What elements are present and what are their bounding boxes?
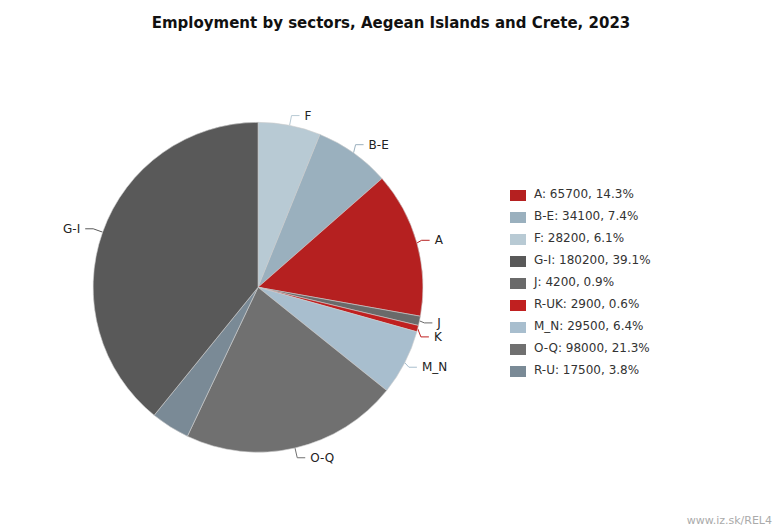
svg-text:O-Q: O-Q (310, 451, 334, 465)
svg-text:J: J (436, 316, 441, 330)
svg-text:F: F (305, 109, 312, 123)
svg-text:A: A (435, 233, 444, 247)
svg-text:www.iz.sk/REL4: www.iz.sk/REL4 (687, 514, 772, 527)
svg-text:G-I: G-I (63, 222, 80, 236)
svg-text:G-I: 180200, 39.1%: G-I: 180200, 39.1% (534, 253, 651, 267)
svg-text:B-E: 34100, 7.4%: B-E: 34100, 7.4% (534, 209, 638, 223)
svg-text:A: 65700, 14.3%: A: 65700, 14.3% (534, 187, 634, 201)
svg-text:M_N: M_N (422, 360, 447, 374)
svg-text:M_N: 29500, 6.4%: M_N: 29500, 6.4% (534, 319, 643, 333)
svg-text:R-U: 17500, 3.8%: R-U: 17500, 3.8% (534, 363, 639, 377)
svg-text:Employment by sectors, Aegean: Employment by sectors, Aegean Islands an… (152, 14, 631, 32)
svg-text:K: K (434, 330, 443, 344)
svg-text:B-E: B-E (369, 138, 389, 152)
svg-text:J: 4200, 0.9%: J: 4200, 0.9% (533, 275, 614, 289)
svg-text:R-UK: 2900, 0.6%: R-UK: 2900, 0.6% (534, 297, 639, 311)
svg-text:F: 28200, 6.1%: F: 28200, 6.1% (534, 231, 624, 245)
svg-text:O-Q: 98000, 21.3%: O-Q: 98000, 21.3% (534, 341, 650, 355)
